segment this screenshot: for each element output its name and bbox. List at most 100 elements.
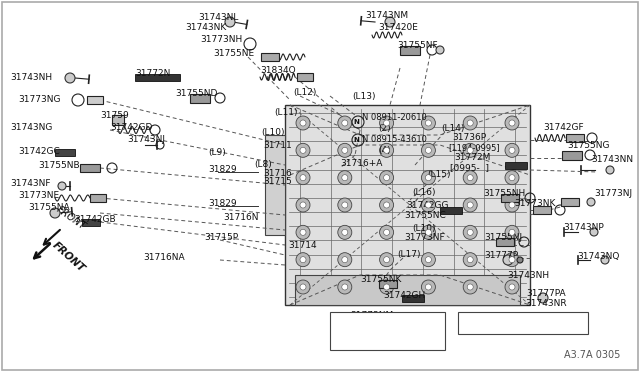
Circle shape (342, 202, 348, 208)
Text: 31743NR: 31743NR (369, 321, 411, 330)
Circle shape (383, 202, 390, 208)
Text: (L17): (L17) (397, 250, 420, 259)
Text: 31829: 31829 (208, 199, 237, 208)
Polygon shape (533, 206, 551, 214)
Text: 31743NQ: 31743NQ (577, 251, 620, 260)
Text: N 08911-20610: N 08911-20610 (362, 113, 427, 122)
Text: (L11): (L11) (274, 108, 298, 116)
Circle shape (380, 225, 394, 239)
Circle shape (300, 202, 306, 208)
Circle shape (426, 229, 431, 235)
Circle shape (338, 116, 352, 130)
Text: 31742GB: 31742GB (74, 215, 116, 224)
Polygon shape (379, 280, 397, 288)
Circle shape (426, 284, 431, 290)
Circle shape (300, 229, 306, 235)
Text: 31711: 31711 (263, 141, 292, 150)
Circle shape (421, 116, 435, 130)
Polygon shape (261, 53, 279, 61)
Text: N 08915-43610: N 08915-43610 (362, 135, 427, 144)
Circle shape (463, 171, 477, 185)
Circle shape (421, 171, 435, 185)
Text: A3.7A 0305: A3.7A 0305 (564, 350, 620, 360)
Circle shape (338, 171, 352, 185)
Circle shape (436, 46, 444, 54)
Text: [9604-  ]: [9604- ] (340, 336, 379, 344)
Circle shape (338, 280, 352, 294)
Circle shape (296, 225, 310, 239)
Bar (330, 312, 445, 350)
Circle shape (463, 143, 477, 157)
Circle shape (383, 284, 390, 290)
Circle shape (426, 257, 431, 263)
Circle shape (421, 198, 435, 212)
Circle shape (467, 175, 473, 181)
Circle shape (380, 280, 394, 294)
Circle shape (505, 116, 519, 130)
Circle shape (383, 229, 390, 235)
Circle shape (509, 257, 515, 263)
Text: 31716NA: 31716NA (143, 253, 184, 263)
Circle shape (509, 147, 515, 153)
Text: 31759: 31759 (100, 112, 129, 121)
Text: 31773NG: 31773NG (18, 96, 61, 105)
Text: 31716: 31716 (263, 170, 292, 179)
Circle shape (467, 284, 473, 290)
Circle shape (463, 225, 477, 239)
Circle shape (463, 198, 477, 212)
Text: [1194-0995]: [1194-0995] (448, 144, 500, 153)
Circle shape (385, 17, 395, 27)
Text: 31743NL: 31743NL (198, 13, 238, 22)
Circle shape (467, 147, 473, 153)
Circle shape (509, 202, 515, 208)
Circle shape (587, 198, 595, 206)
Circle shape (342, 175, 348, 181)
Text: 31773NJ: 31773NJ (594, 189, 632, 198)
Text: 31777P: 31777P (484, 251, 518, 260)
Text: 317420E: 317420E (378, 23, 418, 32)
Polygon shape (496, 238, 514, 246)
Circle shape (383, 147, 390, 153)
Text: 31773NH: 31773NH (200, 35, 243, 45)
Circle shape (383, 257, 390, 263)
Polygon shape (80, 164, 100, 172)
Text: (L16): (L16) (412, 189, 435, 198)
Circle shape (380, 253, 394, 267)
Text: 31755ND: 31755ND (175, 89, 218, 97)
Bar (285, 105, 530, 305)
Text: 31716+A: 31716+A (340, 158, 382, 167)
Text: (L14): (L14) (441, 124, 465, 132)
Circle shape (517, 257, 523, 263)
Circle shape (225, 17, 235, 27)
Text: 31773NM: 31773NM (350, 311, 393, 321)
Circle shape (338, 225, 352, 239)
Circle shape (342, 257, 348, 263)
Text: 31715P: 31715P (204, 234, 238, 243)
Circle shape (505, 253, 519, 267)
Circle shape (300, 147, 306, 153)
Bar (402, 295, 424, 302)
Circle shape (380, 143, 394, 157)
Text: 31773NF: 31773NF (404, 234, 445, 243)
Text: N: N (353, 119, 359, 125)
Circle shape (426, 202, 431, 208)
Text: 31743NF: 31743NF (10, 180, 51, 189)
Text: 31743NM: 31743NM (365, 12, 408, 20)
Text: (L8): (L8) (254, 160, 272, 170)
Circle shape (509, 175, 515, 181)
Circle shape (300, 257, 306, 263)
Bar (55, 149, 75, 156)
Text: 31714: 31714 (288, 241, 317, 250)
Text: 31743NP: 31743NP (563, 224, 604, 232)
Circle shape (421, 253, 435, 267)
Circle shape (300, 175, 306, 181)
Text: [0995-  ]: [0995- ] (450, 164, 489, 173)
Circle shape (590, 228, 598, 236)
Circle shape (296, 253, 310, 267)
Circle shape (509, 284, 515, 290)
Text: 31834Q: 31834Q (260, 65, 296, 74)
Circle shape (380, 171, 394, 185)
Circle shape (463, 280, 477, 294)
Circle shape (421, 225, 435, 239)
Text: 31743NJ: 31743NJ (127, 135, 165, 144)
